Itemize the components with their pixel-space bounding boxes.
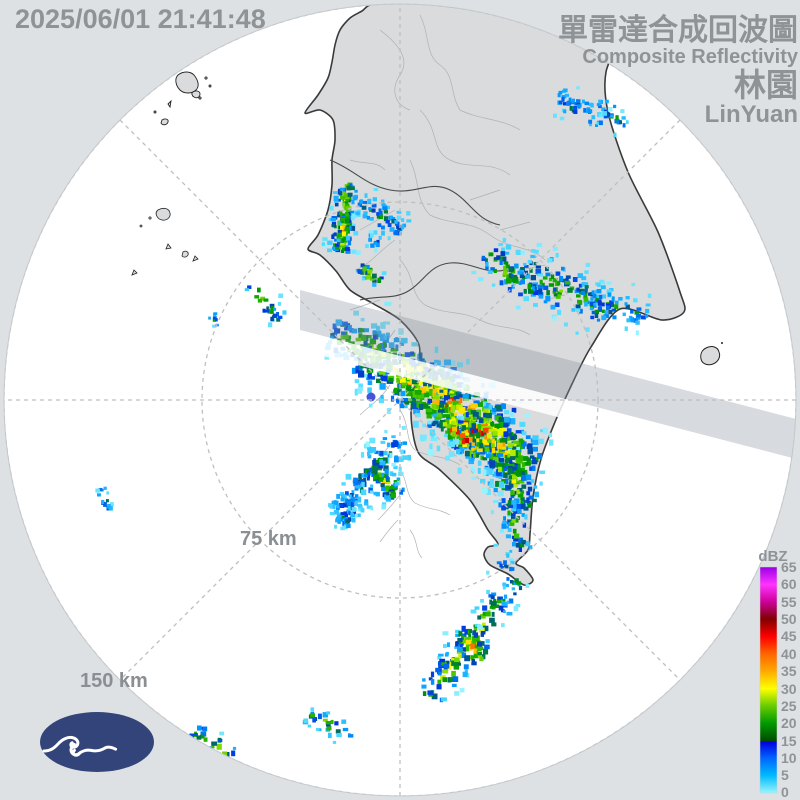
svg-text:55: 55 [781,594,797,610]
svg-text:40: 40 [781,646,797,662]
svg-text:30: 30 [781,681,797,697]
svg-text:Composite Reflectivity: Composite Reflectivity [582,46,798,68]
svg-text:2025/06/01 21:41:48: 2025/06/01 21:41:48 [15,4,266,34]
svg-text:單雷達合成回波圖: 單雷達合成回波圖 [558,13,798,47]
svg-text:5: 5 [781,767,789,783]
svg-text:150 km: 150 km [80,670,148,692]
svg-text:20: 20 [781,715,797,731]
svg-text:75 km: 75 km [240,528,297,550]
svg-text:0: 0 [781,784,789,800]
svg-text:LinYuan: LinYuan [705,101,798,128]
svg-text:15: 15 [781,733,797,749]
svg-text:35: 35 [781,663,797,679]
svg-text:45: 45 [781,628,797,644]
svg-text:60: 60 [781,576,797,592]
svg-text:林園: 林園 [734,67,798,103]
svg-text:10: 10 [781,750,797,766]
svg-text:25: 25 [781,698,797,714]
svg-text:50: 50 [781,611,797,627]
svg-text:65: 65 [781,559,797,575]
